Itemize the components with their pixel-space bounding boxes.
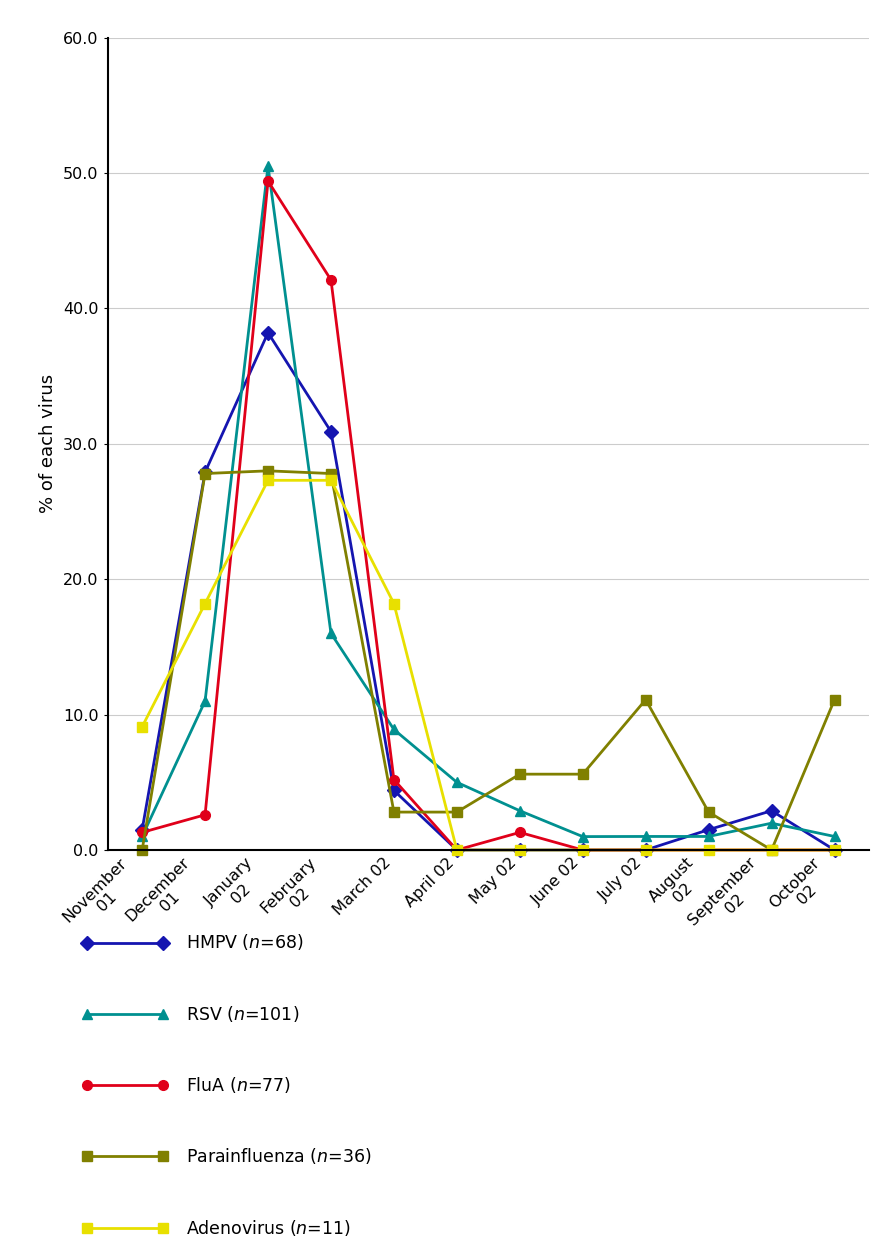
Text: Parainfluenza ($n$=36): Parainfluenza ($n$=36) [186, 1146, 371, 1166]
Text: HMPV ($n$=68): HMPV ($n$=68) [186, 932, 304, 952]
Text: RSV ($n$=101): RSV ($n$=101) [186, 1004, 299, 1024]
Text: Adenovirus ($n$=11): Adenovirus ($n$=11) [186, 1218, 350, 1238]
Y-axis label: % of each virus: % of each virus [39, 374, 57, 514]
Text: FluA ($n$=77): FluA ($n$=77) [186, 1075, 290, 1095]
